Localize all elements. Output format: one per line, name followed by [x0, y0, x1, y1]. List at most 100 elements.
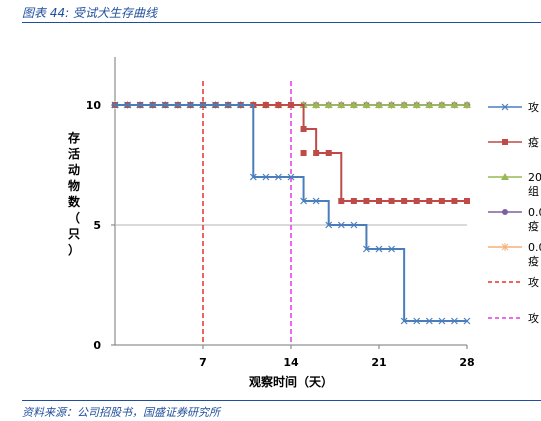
marker-x-stroke [174, 101, 182, 109]
legend-label: 0.0 [528, 241, 541, 254]
reference-lines [202, 81, 292, 345]
marker-x [262, 173, 270, 181]
marker-square [262, 102, 269, 108]
marker-x [425, 317, 433, 325]
marker-x [463, 317, 471, 325]
marker-square [288, 102, 294, 108]
legend-item: 20组 [488, 171, 541, 198]
x-tick-label: 14 [283, 356, 299, 369]
marker-x [438, 317, 446, 325]
marker-x [325, 221, 333, 229]
y-axis-title: 存活动物数（只） [67, 130, 81, 257]
marker-square [426, 198, 433, 204]
marker-x-stroke [249, 173, 257, 181]
marker-square [451, 198, 458, 204]
marker-x-stroke [199, 101, 207, 109]
marker-x [337, 221, 345, 229]
series-layer [111, 101, 471, 325]
marker-triangle [387, 101, 396, 108]
marker-x [136, 101, 144, 109]
marker-square [464, 198, 470, 204]
marker-triangle [400, 101, 409, 108]
marker-x [212, 101, 219, 109]
marker-x [237, 101, 245, 109]
marker-x-stroke [337, 221, 345, 229]
marker-x [149, 101, 157, 109]
marker-x-stroke [501, 103, 509, 111]
series-line [115, 104, 467, 322]
marker-triangle [501, 173, 509, 180]
marker-x [187, 101, 194, 109]
marker-triangle [337, 101, 346, 108]
marker-square [502, 139, 508, 145]
top-rule [22, 22, 541, 23]
figure-source: 资料来源：公司招股书，国盛证券研究所 [22, 406, 220, 419]
y-tick-label: 0 [93, 339, 101, 352]
legend-label: 0.0 [528, 206, 541, 219]
marker-x-stroke [124, 101, 131, 109]
marker-triangle [312, 101, 321, 108]
marker-x-stroke [224, 101, 232, 109]
y-tick-label: 5 [93, 219, 101, 232]
marker-x [501, 103, 509, 111]
marker-x-stroke [325, 221, 333, 229]
legend-item: 攻 [488, 311, 539, 325]
marker-circle [502, 209, 508, 215]
figure-title: 图表 44: 受试犬生存曲线 [22, 6, 157, 20]
marker-x-stroke [413, 317, 421, 325]
marker-x-stroke [375, 245, 383, 253]
marker-star [501, 243, 509, 251]
marker-x-stroke [451, 317, 458, 325]
tick-labels: 0 5 10 7 14 21 28 [86, 99, 475, 369]
marker-x [413, 317, 421, 325]
marker-x-stroke [463, 317, 471, 325]
marker-x [363, 245, 370, 253]
marker-x-stroke [312, 197, 320, 205]
legend-label-line2: 疫 [528, 254, 539, 268]
marker-triangle [412, 101, 421, 108]
x-axis-title: 观察时间（天） [249, 374, 333, 389]
marker-square [350, 198, 357, 204]
marker-x [275, 173, 282, 181]
series-1 [111, 101, 471, 325]
marker-triangle [437, 101, 446, 108]
marker-x-stroke [212, 101, 219, 109]
legend-item: 攻 [488, 275, 539, 289]
marker-x [161, 101, 169, 109]
marker-x-stroke [350, 221, 358, 229]
legend-label-line2: 组 [528, 184, 539, 198]
marker-star-stroke [501, 243, 509, 251]
marker-square [313, 150, 320, 156]
marker-x-stroke [300, 197, 307, 205]
marker-x-stroke [388, 245, 395, 253]
bottom-rule [22, 400, 541, 401]
marker-x-stroke [187, 101, 194, 109]
marker-x [287, 173, 295, 181]
marker-triangle [425, 101, 434, 108]
y-tick-label: 10 [86, 99, 102, 112]
legend-label: 攻 [528, 311, 539, 325]
marker-triangle [349, 101, 358, 108]
legend-item: 疫 [488, 135, 539, 149]
marker-triangle [324, 101, 333, 108]
marker-x [350, 221, 358, 229]
marker-square [388, 198, 395, 204]
marker-x [388, 245, 395, 253]
marker-x [400, 317, 408, 325]
x-tick-label: 7 [199, 356, 207, 369]
marker-square [300, 126, 307, 132]
marker-x [124, 101, 131, 109]
x-tick-label: 28 [459, 356, 474, 369]
legend-item: 攻 [488, 100, 539, 114]
marker-x-stroke [161, 101, 169, 109]
legend-label-line2: 疫 [528, 219, 539, 233]
marker-x [249, 173, 257, 181]
marker-x-stroke [425, 317, 433, 325]
marker-square [325, 150, 332, 156]
marker-x-stroke [136, 101, 144, 109]
marker-square [401, 198, 408, 204]
legend-item: 0.0疫 [488, 206, 541, 233]
marker-square [413, 198, 420, 204]
marker-triangle [362, 101, 371, 108]
